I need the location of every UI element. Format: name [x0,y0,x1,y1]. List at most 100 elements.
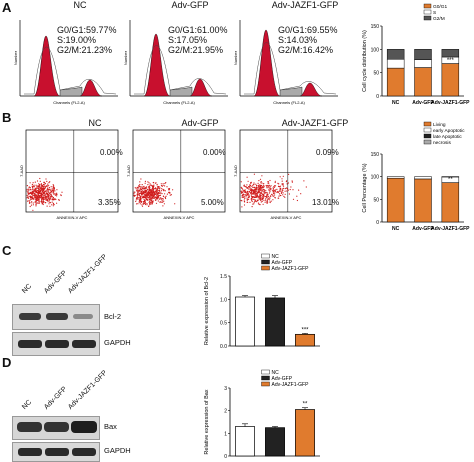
event-dot [46,190,48,192]
event-dot [39,180,41,182]
event-dot [244,190,246,192]
event-dot [282,194,284,196]
event-dot [46,194,48,196]
event-dot [28,193,30,195]
x-tick-label: Adv-GFP [412,100,434,106]
blot-band [46,313,68,320]
blot-strip-gapdh [12,332,100,356]
event-dot [141,205,144,207]
event-dot [139,198,141,200]
event-dot [38,202,40,204]
event-dot [257,197,259,199]
event-dot [243,195,245,197]
event-dot [147,195,149,197]
event-dot [150,188,152,190]
event-dot [141,186,143,188]
event-dot [44,181,46,183]
legend-swatch [423,121,432,127]
lane-label-adv-gfp: Adv-GFP [43,269,69,295]
event-dot [249,189,251,191]
event-dot [260,198,262,200]
event-dot [292,189,294,191]
event-dot [277,185,280,187]
event-dot [272,187,274,189]
event-dot [257,187,259,189]
bar-segment [386,58,405,69]
event-dot [138,201,140,203]
event-dot [254,193,256,195]
event-dot [146,203,148,205]
bar [265,297,285,347]
event-dot [157,198,159,200]
event-dot [140,192,142,194]
event-dot [140,200,143,203]
event-dot [252,184,254,186]
event-dot [242,189,244,191]
event-dot [253,196,255,198]
event-dot [256,195,258,197]
event-dot [267,193,269,195]
event-dot [263,186,265,188]
event-dot [38,197,40,199]
event-dot [37,192,40,194]
event-dot [154,193,156,195]
event-dot [253,184,255,186]
lane-label-adv-jazf1-gfp: Adv-JAZF1-GFP [67,253,109,295]
event-dot [163,203,165,205]
event-dot [259,193,261,195]
event-dot [29,199,31,201]
event-dot [53,199,55,201]
event-dot [31,191,33,194]
event-dot [161,185,163,187]
event-dot [261,198,263,200]
event-dot [30,198,32,200]
event-dot [47,183,49,185]
event-dot [134,191,136,193]
event-dot [151,203,153,205]
event-dot [143,200,145,202]
histogram-title-nc: NC [73,0,87,10]
legend-label: necrosis [433,140,451,146]
event-dot [270,188,272,190]
event-dot [266,192,268,194]
event-dot [142,192,144,194]
event-dot [263,192,266,194]
event-dot [250,188,252,190]
event-dot [248,188,250,190]
event-dot [259,192,261,194]
event-dot [40,183,42,185]
event-dot [149,197,151,199]
event-dot [261,175,263,177]
event-dot [47,201,49,203]
significance-marker: *** [301,327,309,333]
event-dot [146,190,148,192]
event-dot [247,192,249,194]
bar-segment [414,176,432,180]
event-dot [138,194,140,196]
event-dot [36,199,38,201]
event-dot [250,181,252,183]
legend-swatch [261,369,270,375]
event-dot [56,192,58,194]
event-dot [149,201,151,203]
blot-strip-gapdh-d [12,442,100,462]
event-dot [52,184,54,186]
event-dot [164,190,166,192]
event-dot [285,181,287,183]
event-dot [149,183,151,185]
event-dot [279,185,281,187]
event-dot [149,202,151,204]
event-dot [248,191,250,193]
event-dot [29,187,31,189]
y-tick-label: 0.5 [220,321,227,327]
event-dot [153,190,155,192]
event-dot [42,202,44,205]
event-dot [30,192,32,194]
event-dot [28,187,30,189]
event-dot [35,199,37,202]
event-dot [149,192,151,194]
scatter-title-nc: NC [88,118,102,128]
histogram-envelope [24,46,117,95]
event-dot [156,191,158,193]
event-dot [157,195,159,198]
